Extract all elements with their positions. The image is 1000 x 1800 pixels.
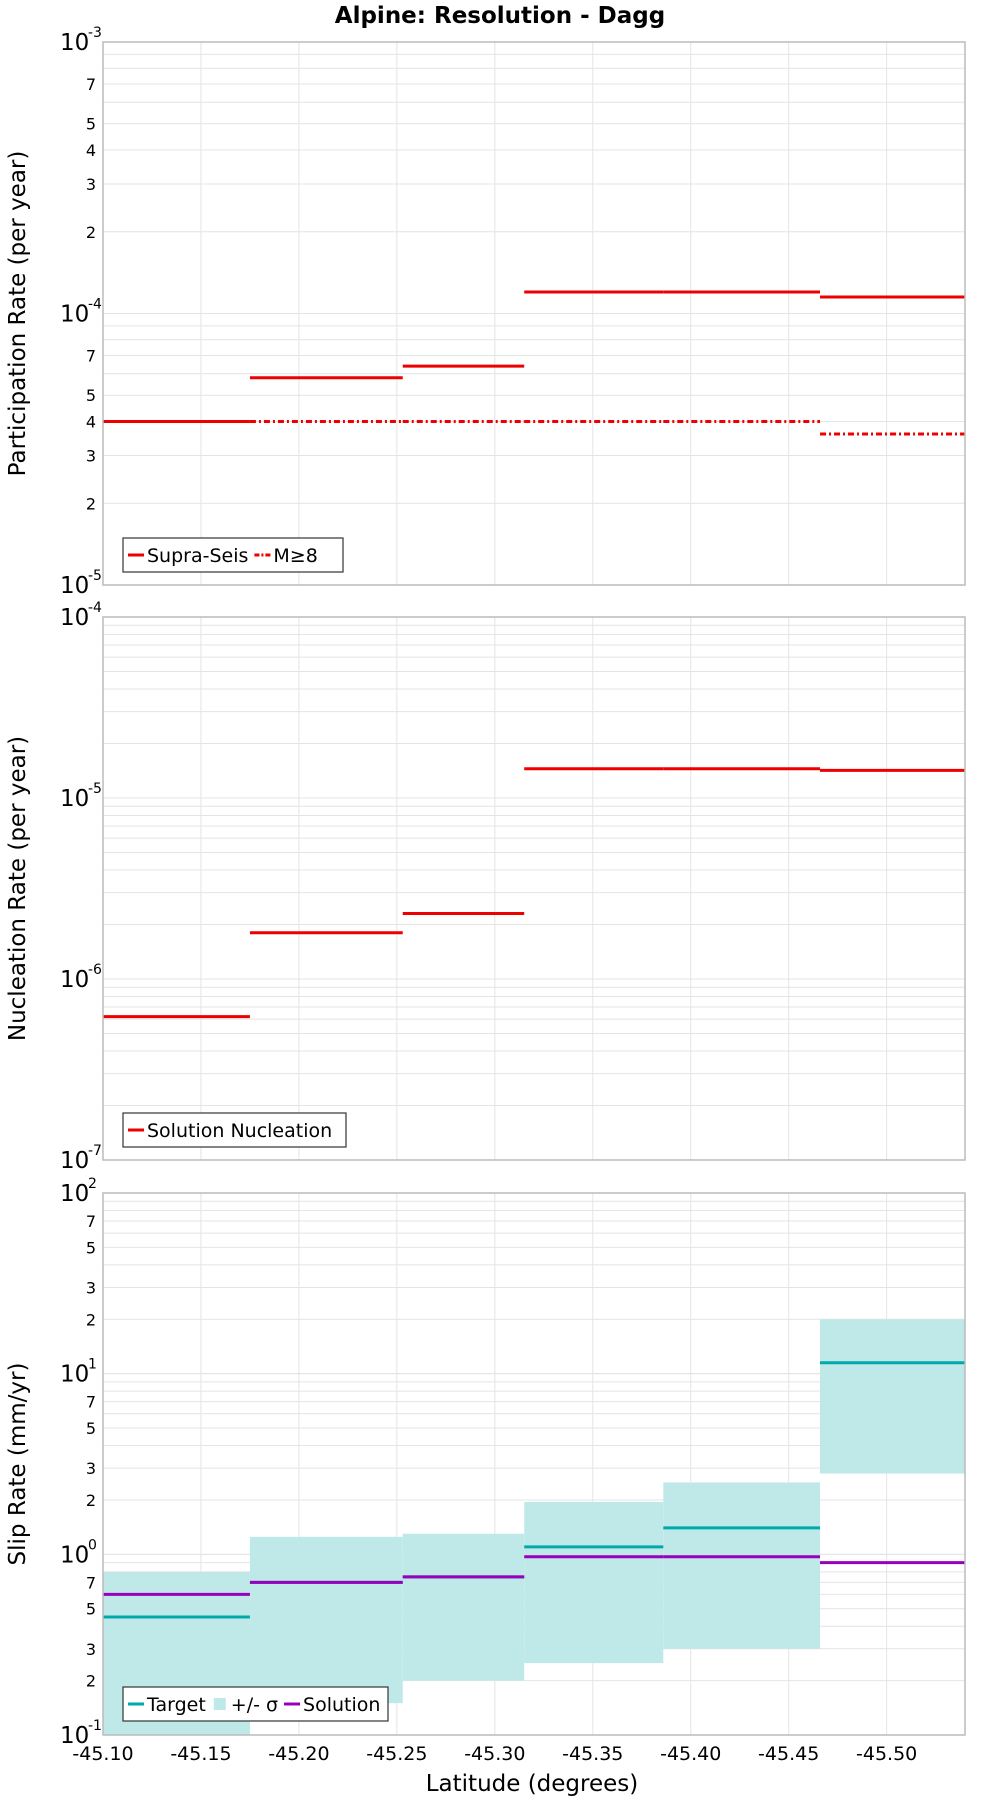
y-axis-title: Nucleation Rate (per year) [5,736,31,1041]
y-tick-exponent: 2 [88,1176,97,1192]
plot-border [102,1192,966,1736]
y-tick-label: 2 [86,1672,96,1691]
y-tick-label: 10 [60,573,89,599]
y-tick-label: 3 [86,175,96,194]
y-tick-label: 10 [60,605,89,631]
y-tick-label: 3 [86,1459,96,1478]
y-tick-label: 7 [86,347,96,366]
band-segment [402,1533,525,1681]
x-tick-label: -45.35 [562,1743,623,1765]
x-tick-label: -45.25 [366,1743,427,1765]
y-tick-label: 3 [86,446,96,465]
y-tick-label: 5 [86,1238,96,1257]
y-tick-exponent: -5 [88,781,102,797]
y-tick-label: 10 [60,1181,89,1207]
x-tick-label: -45.40 [660,1743,721,1765]
y-tick-label: 2 [86,494,96,513]
y-tick-label: 7 [86,1212,96,1231]
legend-swatch [213,1698,226,1710]
legend: Target +/- σ Solution [122,1686,389,1722]
legend-box [122,537,344,573]
plot-border [102,616,966,1161]
y-tick-label: 10 [60,1542,89,1568]
y-tick-label: 5 [86,1419,96,1438]
legend: Supra-Seis M≥8 [122,537,344,573]
y-tick-label: 10 [60,967,89,993]
legend-label: +/- σ [231,1694,278,1716]
y-tick-label: 3 [86,1640,96,1659]
y-tick-label: 3 [86,1278,96,1297]
y-tick-label: 2 [86,1491,96,1510]
y-tick-exponent: 0 [88,1537,97,1553]
y-tick-label: 10 [60,786,89,812]
band-segment [249,1536,403,1704]
y-tick-exponent: 1 [88,1357,97,1373]
x-tick-label: -45.20 [268,1743,329,1765]
y-tick-label: 10 [60,1148,89,1174]
legend-label: Solution [303,1694,380,1716]
legend-label: Target [146,1694,206,1716]
legend-box [122,1112,347,1148]
legend-label: M≥8 [273,545,317,567]
y-tick-exponent: -4 [88,600,102,616]
y-tick-label: 10 [60,1362,89,1388]
y-tick-exponent: -6 [88,962,102,978]
y-tick-label: 10 [60,1723,89,1749]
y-tick-label: 4 [86,141,96,160]
y-tick-exponent: -1 [88,1718,102,1734]
legend: Solution Nucleation [122,1112,347,1148]
y-tick-label: 5 [86,1600,96,1619]
y-tick-label: 10 [60,30,89,56]
y-tick-label: 4 [86,413,96,432]
y-axis-title: Slip Rate (mm/yr) [5,1363,31,1566]
y-tick-label: 7 [86,75,96,94]
x-tick-label: -45.15 [170,1743,231,1765]
y-tick-exponent: -4 [88,297,102,313]
x-tick-label: -45.50 [856,1743,917,1765]
y-tick-label: 5 [86,115,96,134]
y-tick-label: 2 [86,1310,96,1329]
y-tick-label: 2 [86,223,96,242]
y-tick-exponent: -5 [88,568,102,584]
legend-label: Supra-Seis [147,545,248,567]
y-tick-label: 7 [86,1573,96,1592]
plot-border [102,41,966,586]
band-segment [820,1319,965,1474]
chart-title: Alpine: Resolution - Dagg [335,3,665,29]
x-tick-label: -45.10 [72,1743,133,1765]
x-tick-label: -45.30 [464,1743,525,1765]
y-tick-exponent: -7 [88,1143,102,1159]
y-axis-title: Participation Rate (per year) [5,151,31,477]
y-tick-exponent: -3 [88,25,102,41]
legend-label: Solution Nucleation [147,1120,332,1142]
y-tick-label: 10 [60,302,89,328]
band-segment [524,1501,664,1664]
y-tick-label: 5 [86,386,96,405]
x-tick-label: -45.45 [758,1743,819,1765]
legend-box [122,1686,389,1722]
y-tick-label: 7 [86,1393,96,1412]
band-segment [663,1482,821,1649]
x-axis-title: Latitude (degrees) [426,1771,639,1797]
